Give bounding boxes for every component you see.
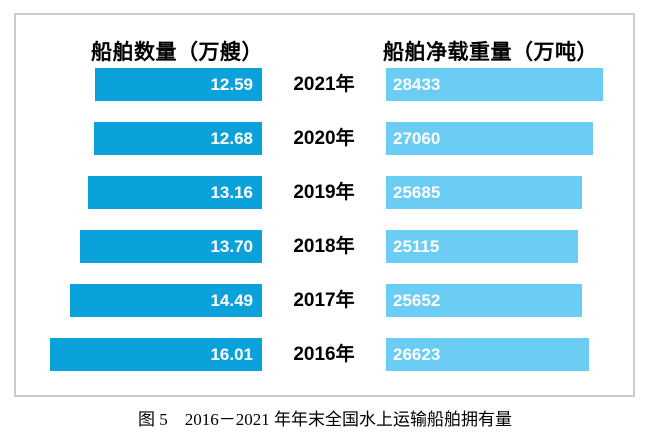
- deadweight-bar: 25685: [386, 176, 582, 209]
- chart-row: 12.68 2020年 27060: [0, 122, 650, 155]
- ship-count-bar: 16.01: [50, 338, 262, 371]
- deadweight-bar: 27060: [386, 122, 593, 155]
- ship-count-bar: 14.49: [70, 284, 262, 317]
- year-label: 2019年: [293, 182, 355, 203]
- chart-row: 14.49 2017年 25652: [0, 284, 650, 317]
- deadweight-bar: 25652: [386, 284, 582, 317]
- left-series-header: 船舶数量（万艘）: [91, 41, 263, 64]
- ship-count-bar: 12.68: [94, 122, 262, 155]
- ship-count-bar: 12.59: [95, 68, 262, 101]
- year-label: 2020年: [293, 128, 355, 149]
- deadweight-bar: 26623: [386, 338, 589, 371]
- deadweight-bar: 25115: [386, 230, 578, 263]
- ship-count-bar: 13.16: [88, 176, 262, 209]
- right-series-header: 船舶净载重量（万吨）: [383, 41, 598, 64]
- year-label: 2016年: [293, 344, 355, 365]
- year-label: 2021年: [293, 74, 355, 95]
- ship-count-bar: 13.70: [80, 230, 262, 263]
- figure-caption: 图 5 2016－2021 年年末全国水上运输船舶拥有量: [138, 410, 512, 429]
- chart-row: 13.70 2018年 25115: [0, 230, 650, 263]
- year-label: 2018年: [293, 236, 355, 257]
- deadweight-bar: 28433: [386, 68, 603, 101]
- year-label: 2017年: [293, 290, 355, 311]
- chart-row: 12.59 2021年 28433: [0, 68, 650, 101]
- chart-row: 16.01 2016年 26623: [0, 338, 650, 371]
- chart-row: 13.16 2019年 25685: [0, 176, 650, 209]
